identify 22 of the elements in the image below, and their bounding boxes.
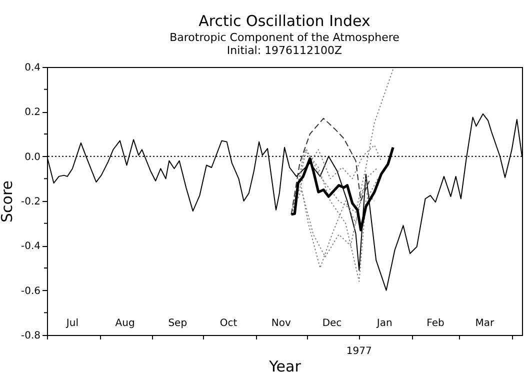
x-tick-label: Sep (168, 318, 188, 329)
y-tick-label: -0.2 (20, 196, 40, 208)
x-tick-label: Jan (376, 318, 392, 329)
chart-title: Arctic Oscillation Index (198, 12, 370, 30)
x-tick-label: Aug (115, 318, 135, 329)
x-tick-label: Oct (220, 318, 238, 329)
y-tick-label: -0.8 (20, 330, 40, 342)
chart-subtitle: Barotropic Component of the Atmosphere (170, 31, 400, 44)
y-tick-label: -0.4 (20, 241, 40, 252)
y-tick-label: -0.6 (20, 286, 40, 297)
text: 1977 (346, 346, 372, 357)
y-tick-label: 0.4 (24, 62, 40, 74)
x-tick-label: Mar (475, 318, 495, 329)
y-tick-label: 0.2 (24, 107, 40, 118)
y-axis-title: Score (0, 180, 16, 223)
x-tick-label: Feb (426, 318, 444, 329)
x-tick-label: Nov (271, 318, 291, 329)
text: Initial: 1976112100Z (226, 44, 343, 57)
y-tick-label: 0.0 (24, 152, 40, 163)
x-axis-title: Year (268, 358, 302, 374)
x-tick-label: Jul (65, 318, 78, 329)
x-tick-label: Dec (322, 318, 342, 329)
